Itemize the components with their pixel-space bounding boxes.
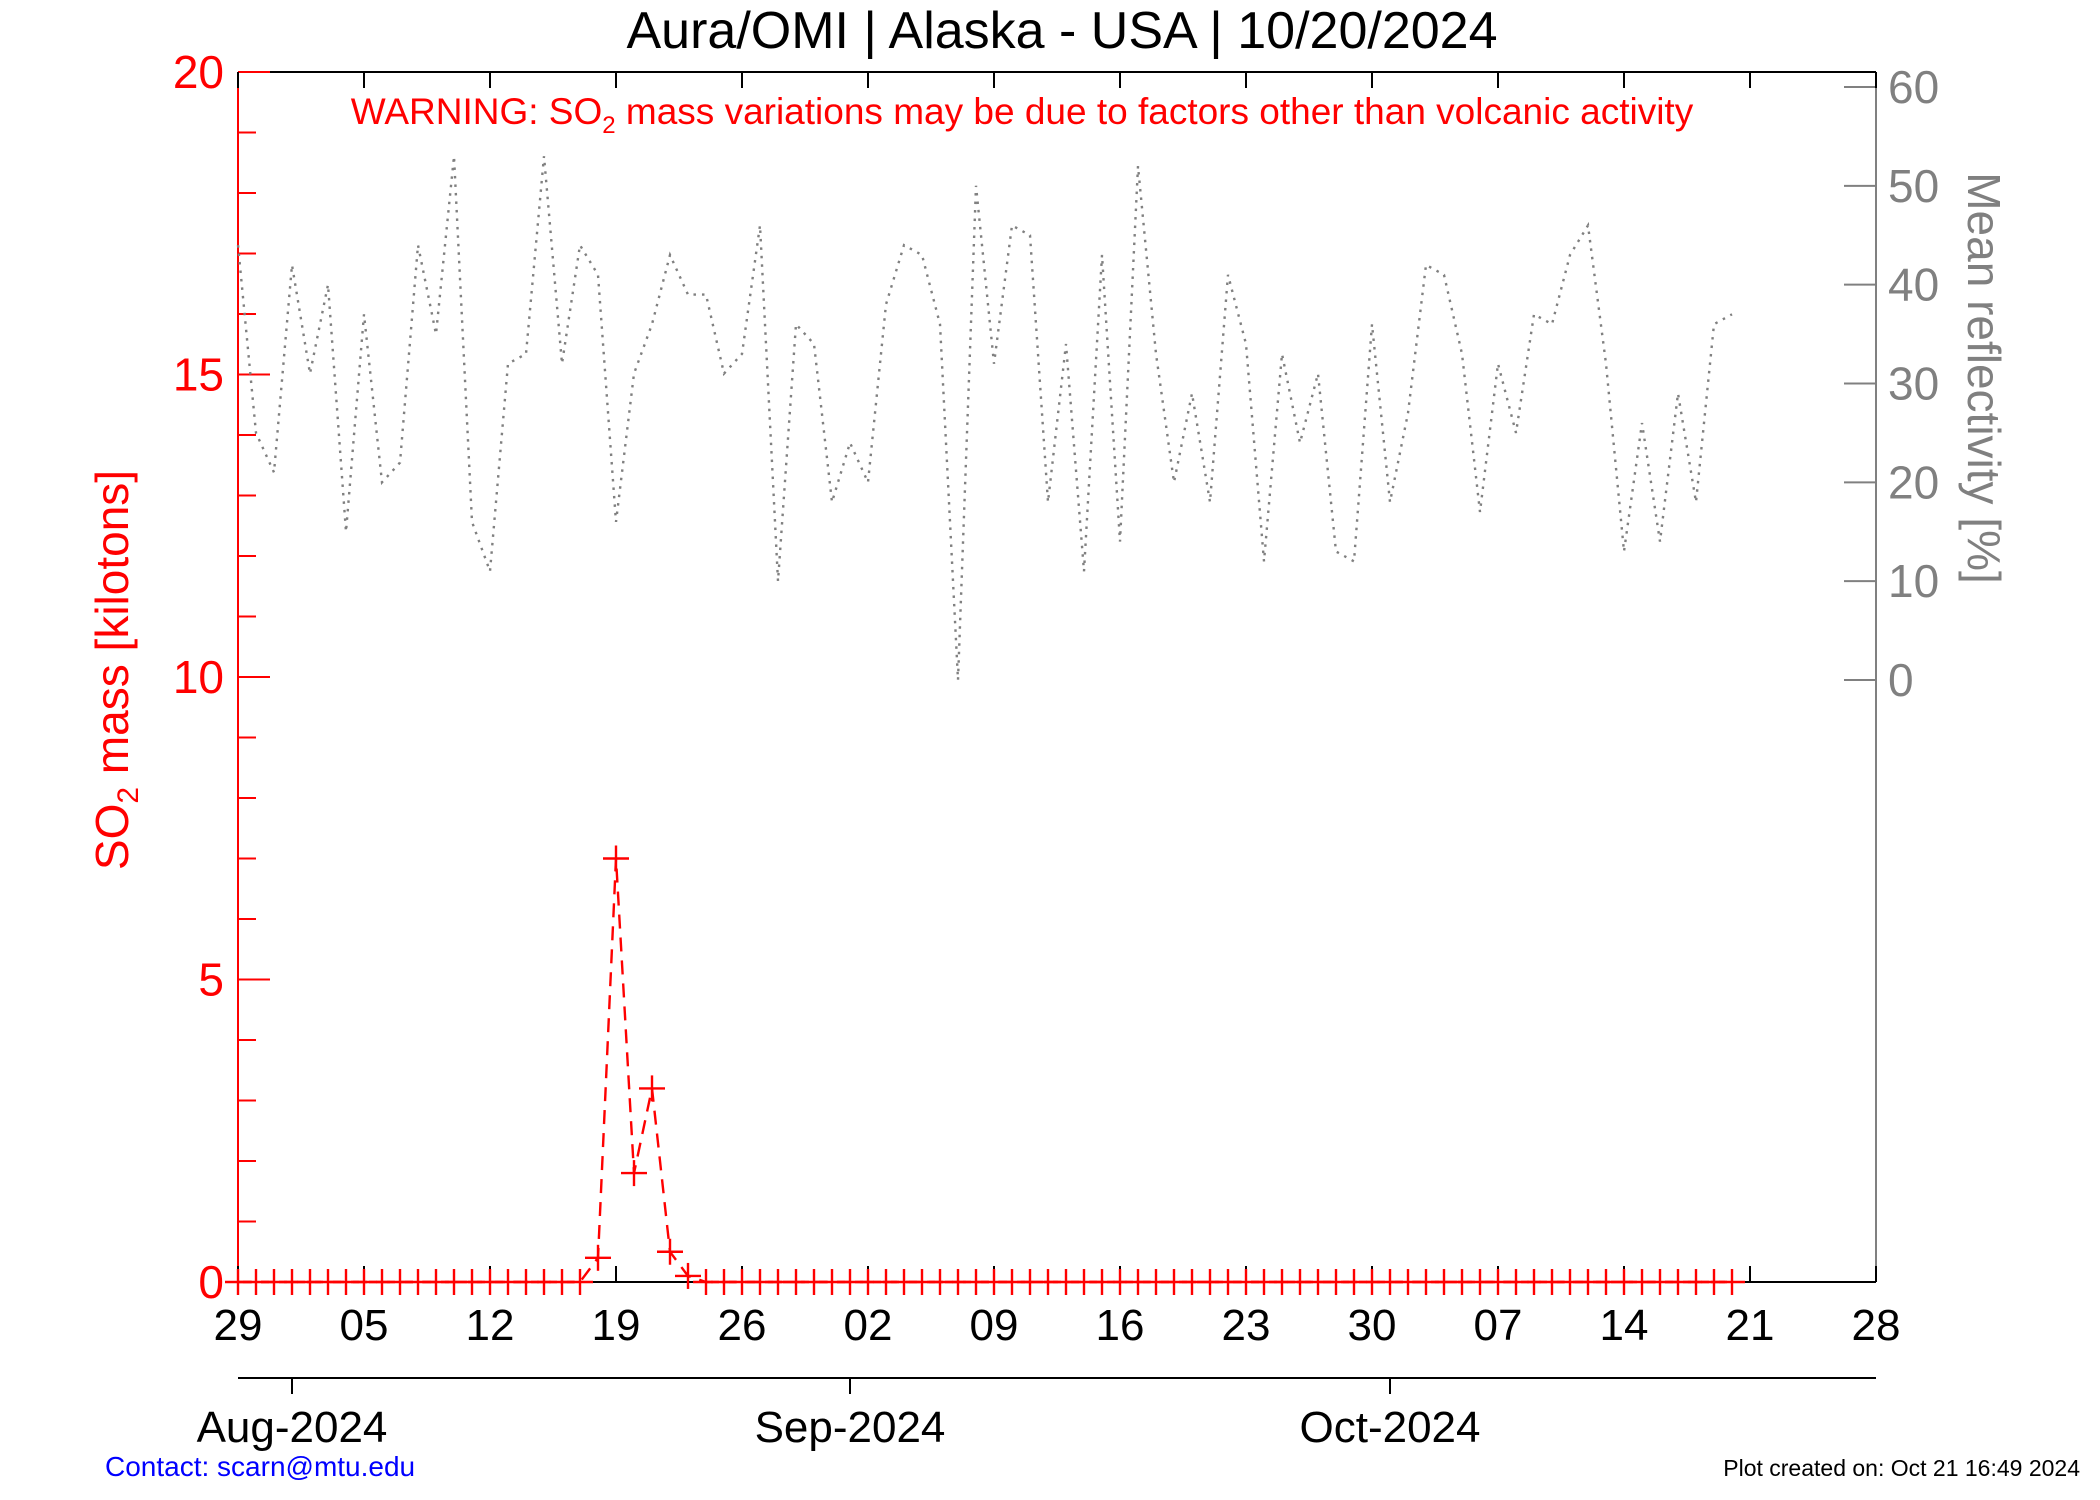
x-tick-label: 21 [1726,1301,1775,1350]
y-right-tick-label: 60 [1888,61,1939,113]
x-tick-label: 30 [1348,1301,1397,1350]
y-right-tick-label: 0 [1888,654,1914,706]
x-tick-label: 19 [592,1301,641,1350]
month-label: Aug-2024 [197,1403,388,1452]
month-label: Sep-2024 [755,1403,946,1452]
x-tick-label: 05 [340,1301,389,1350]
y-right-ticks: 0 10 20 30 40 50 60 [1844,61,1939,706]
reflectivity-line [236,156,1733,681]
y-left-tick-label: 5 [198,954,224,1006]
so2-marker [585,1244,611,1271]
warning-text: WARNING: SO2 mass variations may be due … [351,91,1694,139]
y-left-tick-label: 10 [173,651,224,703]
plot-frame [237,71,1877,1283]
so2-marker [657,1238,683,1265]
y-left-tick-label: 20 [173,46,224,98]
x-tick-label: 09 [970,1301,1019,1350]
so2-marker [567,1269,593,1295]
y-left-tick-label: 0 [198,1256,224,1308]
y-right-tick-label: 30 [1888,358,1939,410]
x-tick-label: 12 [466,1301,515,1350]
x-tick-label: 16 [1096,1301,1145,1350]
so2-marker [603,845,629,872]
x-tick-label: 28 [1852,1301,1901,1350]
x-tick-label: 23 [1222,1301,1271,1350]
so2-marker [1719,1269,1745,1295]
x-tick-label: 02 [844,1301,893,1350]
x-tick-label: 07 [1474,1301,1523,1350]
month-axis: Aug-2024 Sep-2024 Oct-2024 [197,1377,1876,1452]
so2-marker [675,1262,701,1289]
y-right-axis-label: Mean reflectivity [%] [1958,172,2010,584]
y-left-axis-label: SO2 mass [kilotons] [86,470,145,870]
month-label: Oct-2024 [1300,1403,1481,1452]
so2-marker [621,1160,647,1187]
y-right-tick-label: 50 [1888,160,1939,212]
y-left-ticks: 0 5 10 15 20 [173,46,270,1308]
x-ticks: 29 05 12 19 26 02 09 16 23 30 07 14 21 28 [214,72,1901,1350]
plot-created-text: Plot created on: Oct 21 16:49 2024 [1723,1455,2080,1481]
x-tick-label: 14 [1600,1301,1649,1350]
y-left-tick-label: 15 [173,349,224,401]
y-right-tick-label: 40 [1888,259,1939,311]
so2-marker [639,1075,665,1102]
x-tick-label: 26 [718,1301,767,1350]
so2-line [238,858,1732,1284]
series-mean-reflectivity [236,156,1733,681]
contact-text: Contact: scarn@mtu.edu [105,1451,415,1482]
chart-title: Aura/OMI | Alaska - USA | 10/20/2024 [626,2,1497,60]
y-right-tick-label: 20 [1888,456,1939,508]
series-so2-mass [225,845,1745,1295]
x-tick-label: 29 [214,1301,263,1350]
y-right-tick-label: 10 [1888,555,1939,607]
